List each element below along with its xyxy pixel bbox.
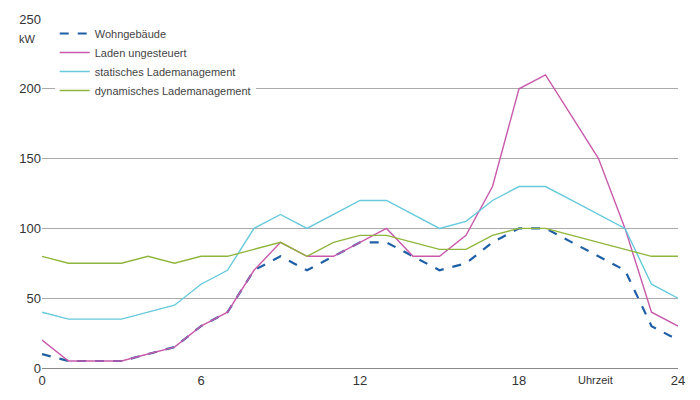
svg-text:statisches Lademanagement: statisches Lademanagement	[95, 66, 236, 78]
svg-text:150: 150	[19, 151, 41, 166]
svg-text:50: 50	[27, 291, 41, 306]
svg-text:200: 200	[19, 81, 41, 96]
svg-text:0: 0	[38, 373, 45, 388]
svg-text:24: 24	[671, 373, 685, 388]
svg-text:12: 12	[353, 373, 367, 388]
svg-text:kW: kW	[19, 33, 36, 45]
svg-text:100: 100	[19, 221, 41, 236]
svg-text:0: 0	[34, 361, 41, 376]
svg-text:Wohngebäude: Wohngebäude	[95, 28, 166, 40]
svg-text:250: 250	[19, 12, 41, 27]
svg-text:18: 18	[512, 373, 526, 388]
svg-text:Uhrzeit: Uhrzeit	[578, 374, 613, 386]
svg-text:dynamisches Lademanagement: dynamisches Lademanagement	[95, 85, 251, 97]
svg-text:6: 6	[197, 373, 204, 388]
svg-text:Laden ungesteuert: Laden ungesteuert	[95, 47, 187, 59]
